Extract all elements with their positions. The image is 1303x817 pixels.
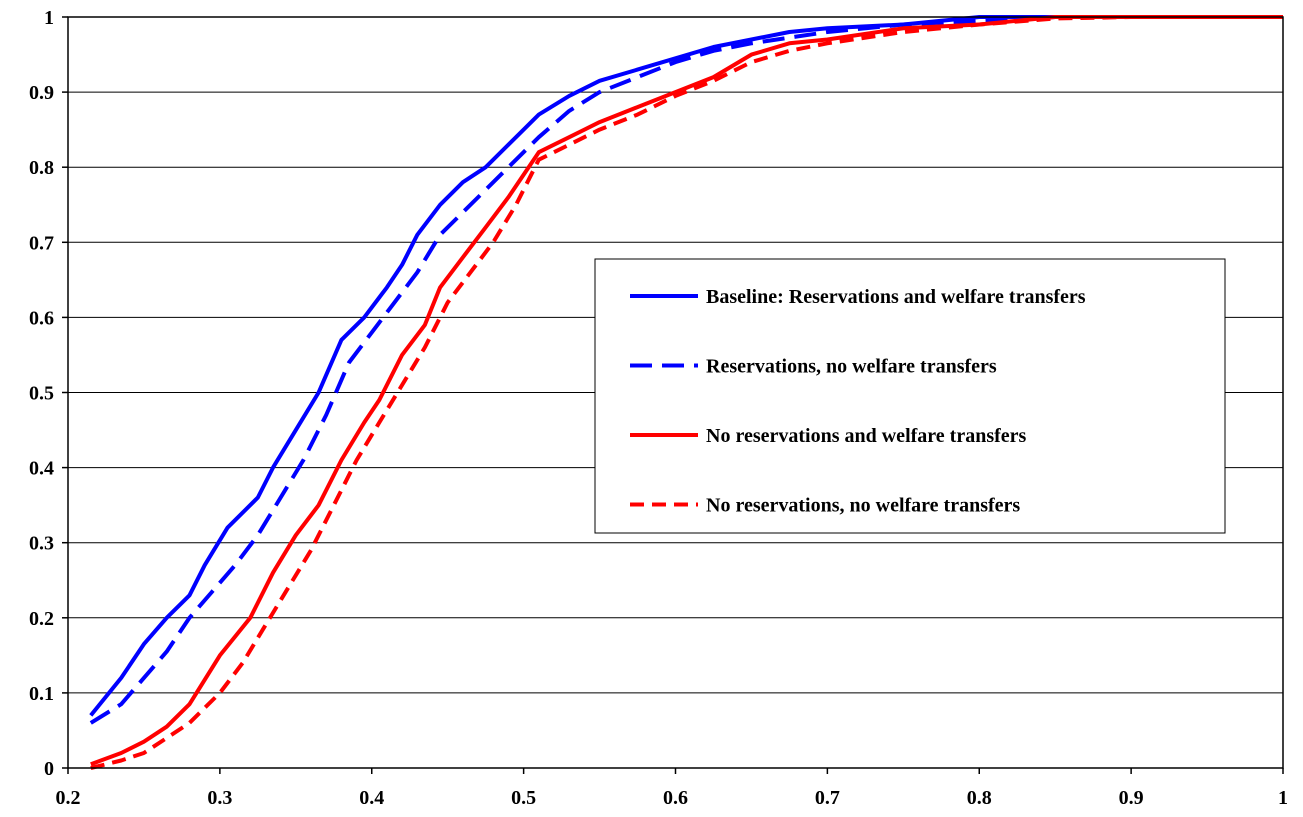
y-tick-label: 0.8: [29, 157, 54, 179]
legend-label: Reservations, no welfare transfers: [706, 356, 997, 378]
x-tick-label: 0.9: [1119, 787, 1144, 809]
y-tick-label: 0.7: [29, 232, 54, 254]
y-tick-label: 0.9: [29, 82, 54, 104]
y-tick-label: 0.4: [29, 458, 54, 480]
y-tick-label: 0.5: [29, 383, 54, 405]
y-tick-label: 1: [44, 7, 54, 29]
x-tick-label: 1: [1278, 787, 1288, 809]
series-line-4: [90, 15, 1283, 770]
x-tick-label: 0.6: [663, 787, 688, 809]
series-line-3: [90, 15, 1283, 767]
x-axis: 0.2 0.3 0.4 0.5 0.6 0.7 0.8 0.9 1: [56, 768, 1288, 809]
x-tick-label: 0.3: [207, 787, 232, 809]
legend-label: Baseline: Reservations and welfare trans…: [706, 286, 1086, 308]
legend-label: No reservations, no welfare transfers: [706, 495, 1020, 517]
x-tick-label: 0.4: [359, 787, 384, 809]
x-tick-label: 0.7: [815, 787, 840, 809]
y-tick-label: 0: [44, 758, 54, 780]
legend-box: [594, 258, 1226, 534]
x-tick-label: 0.5: [511, 787, 536, 809]
x-tick-label: 0.8: [967, 787, 992, 809]
y-axis: 0 0.1 0.2 0.3 0.4 0.5 0.6 0.7 0.8 0.9 1: [29, 7, 68, 780]
x-tick-label: 0.2: [56, 787, 81, 809]
series-line-1: [89, 15, 1283, 717]
legend: Baseline: Reservations and welfare trans…: [594, 258, 1226, 534]
series-lines: [89, 15, 1283, 770]
legend-label: No reservations and welfare transfers: [706, 425, 1027, 447]
y-tick-label: 0.3: [29, 533, 54, 555]
y-tick-label: 0.6: [29, 307, 54, 329]
y-tick-label: 0.2: [29, 608, 54, 630]
y-tick-label: 0.1: [29, 683, 54, 705]
series-line-2: [89, 15, 1283, 725]
